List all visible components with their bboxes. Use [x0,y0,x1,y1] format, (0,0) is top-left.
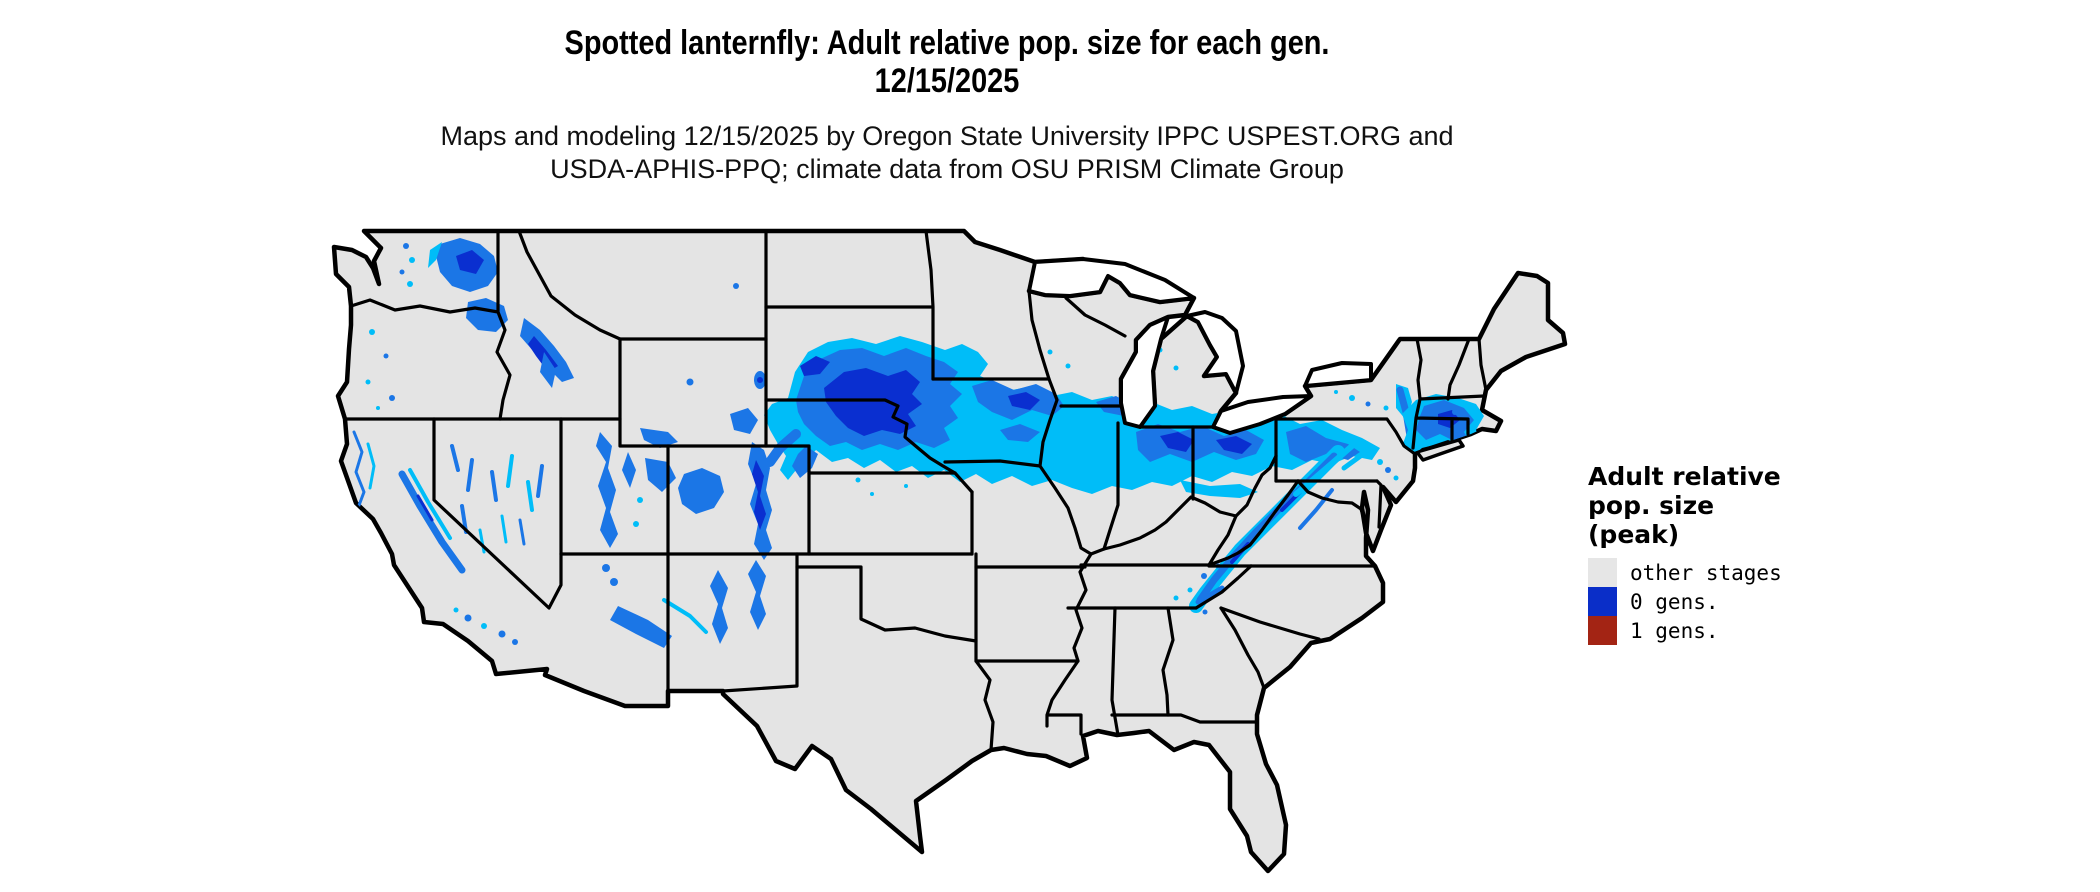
legend-item-0-gens: 0 gens. [1588,587,2068,616]
subtitle-line1: Maps and modeling 12/15/2025 by Oregon S… [440,121,1454,151]
us-landmass [331,228,1568,874]
legend-title: Adult relative pop. size (peak) [1588,462,2068,549]
figure-subtitle: Maps and modeling 12/15/2025 by Oregon S… [0,120,1894,186]
long-island [1415,438,1465,462]
legend-item-1-gens: 1 gens. [1588,616,2068,645]
legend-label-other-stages: other stages [1630,560,1782,585]
population-raster [352,238,1484,648]
legend-items: other stages 0 gens. 1 gens. [1588,558,2068,645]
lake-ontario [1303,361,1373,388]
legend-item-other-stages: other stages [1588,558,2068,587]
state-borders [343,229,1488,752]
subtitle-line2: USDA-APHIS-PPQ; climate data from OSU PR… [550,154,1344,184]
lake-michigan [1119,315,1170,429]
page-title-line1: Spotted lanternfly: Adult relative pop. … [564,24,1330,62]
legend-title-line3: (peak) [1588,520,1680,549]
great-lakes [1027,257,1373,435]
legend-title-line2: pop. size [1588,491,1715,520]
legend: Adult relative pop. size (peak) other st… [1588,462,2068,645]
lake-superior [1027,257,1196,304]
lake-erie [1211,394,1313,435]
legend-label-0-gens: 0 gens. [1630,589,1719,614]
legend-swatch-0-gens [1588,587,1617,616]
page-title-line2: 12/15/2025 [874,62,1020,100]
legend-swatch-1-gens [1588,616,1617,645]
legend-title-line1: Adult relative [1588,462,1781,491]
legend-swatch-other-stages [1588,558,1617,587]
legend-label-1-gens: 1 gens. [1630,618,1719,643]
figure-header: Spotted lanternfly: Adult relative pop. … [0,0,1894,100]
lake-huron [1185,310,1245,395]
